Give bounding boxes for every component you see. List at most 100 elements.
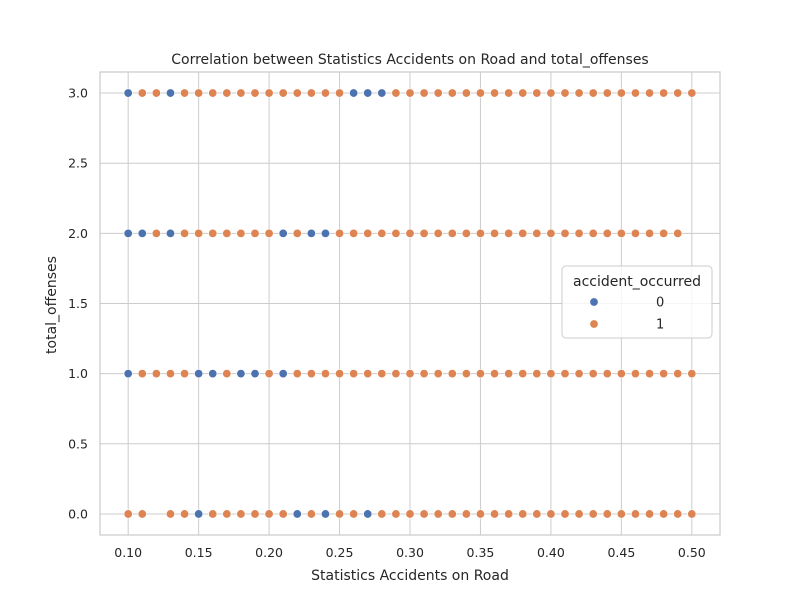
- data-point: [616, 88, 626, 98]
- data-point: [475, 509, 485, 519]
- legend-marker: [589, 319, 599, 329]
- x-tick-label: 0.25: [326, 545, 354, 560]
- data-point: [588, 88, 598, 98]
- data-point: [687, 509, 697, 519]
- y-axis-ticks: 0.0 0.5 1.0 1.5 2.0 2.5 3.0: [68, 86, 88, 522]
- data-point: [616, 228, 626, 238]
- data-point: [194, 228, 204, 238]
- data-point: [391, 228, 401, 238]
- data-point: [320, 88, 330, 98]
- data-point: [532, 228, 542, 238]
- data-point: [306, 228, 316, 238]
- data-point: [490, 228, 500, 238]
- data-point: [588, 369, 598, 379]
- y-tick-label: 1.5: [68, 296, 88, 311]
- data-point: [630, 369, 640, 379]
- data-point: [363, 369, 373, 379]
- data-point: [194, 369, 204, 379]
- legend-title: accident_occurred: [573, 274, 701, 290]
- data-point: [616, 369, 626, 379]
- data-point: [349, 88, 359, 98]
- y-axis-label: total_offenses: [44, 256, 60, 354]
- data-point: [475, 369, 485, 379]
- legend-label: 1: [656, 318, 664, 333]
- data-point: [673, 509, 683, 519]
- chart-title: Correlation between Statistics Accidents…: [171, 52, 648, 68]
- data-point: [363, 509, 373, 519]
- data-point: [447, 369, 457, 379]
- data-point: [123, 88, 133, 98]
- data-point: [391, 509, 401, 519]
- data-point: [250, 228, 260, 238]
- data-point: [236, 509, 246, 519]
- data-point: [588, 228, 598, 238]
- data-point: [518, 88, 528, 98]
- data-point: [687, 88, 697, 98]
- data-point: [574, 88, 584, 98]
- data-point: [560, 228, 570, 238]
- data-point: [574, 369, 584, 379]
- data-point: [151, 369, 161, 379]
- data-point: [335, 369, 345, 379]
- data-point: [546, 88, 556, 98]
- data-point: [447, 88, 457, 98]
- y-tick-label: 3.0: [68, 86, 88, 101]
- data-point: [419, 88, 429, 98]
- data-point: [518, 509, 528, 519]
- data-point: [137, 509, 147, 519]
- data-point: [180, 509, 190, 519]
- data-point: [137, 369, 147, 379]
- data-point: [475, 228, 485, 238]
- data-point: [574, 509, 584, 519]
- data-point: [377, 369, 387, 379]
- data-point: [306, 369, 316, 379]
- data-point: [518, 369, 528, 379]
- data-point: [673, 228, 683, 238]
- x-tick-label: 0.50: [678, 545, 706, 560]
- data-point: [320, 369, 330, 379]
- y-tick-label: 0.5: [68, 436, 88, 451]
- data-point: [208, 509, 218, 519]
- data-point: [560, 88, 570, 98]
- data-point: [532, 509, 542, 519]
- data-point: [194, 88, 204, 98]
- data-point: [292, 228, 302, 238]
- data-points: [123, 88, 697, 519]
- data-point: [377, 228, 387, 238]
- data-point: [349, 369, 359, 379]
- data-point: [630, 228, 640, 238]
- data-point: [320, 509, 330, 519]
- data-point: [504, 228, 514, 238]
- data-point: [433, 88, 443, 98]
- data-point: [574, 228, 584, 238]
- data-point: [137, 88, 147, 98]
- data-point: [602, 228, 612, 238]
- legend-marker: [589, 297, 599, 307]
- data-point: [250, 509, 260, 519]
- data-point: [645, 509, 655, 519]
- data-point: [659, 509, 669, 519]
- legend-label: 0: [656, 296, 664, 311]
- data-point: [363, 88, 373, 98]
- data-point: [236, 88, 246, 98]
- data-point: [123, 369, 133, 379]
- data-point: [645, 228, 655, 238]
- x-tick-label: 0.30: [396, 545, 424, 560]
- data-point: [264, 509, 274, 519]
- series-0: [123, 88, 387, 519]
- data-point: [405, 228, 415, 238]
- data-point: [546, 369, 556, 379]
- data-point: [306, 509, 316, 519]
- data-point: [278, 88, 288, 98]
- data-point: [208, 88, 218, 98]
- data-point: [645, 369, 655, 379]
- x-tick-label: 0.15: [185, 545, 213, 560]
- data-point: [208, 369, 218, 379]
- data-point: [335, 509, 345, 519]
- data-point: [278, 369, 288, 379]
- data-point: [546, 228, 556, 238]
- data-point: [490, 88, 500, 98]
- data-point: [659, 369, 669, 379]
- x-tick-label: 0.20: [255, 545, 283, 560]
- x-tick-label: 0.35: [467, 545, 495, 560]
